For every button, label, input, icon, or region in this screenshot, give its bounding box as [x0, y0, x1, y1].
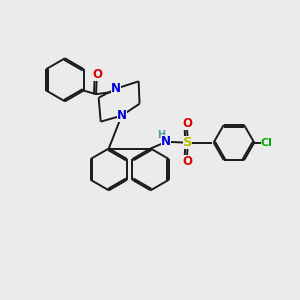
- Text: N: N: [111, 82, 121, 95]
- Text: N: N: [161, 135, 171, 148]
- Text: O: O: [92, 68, 102, 81]
- Text: O: O: [182, 117, 192, 130]
- Text: S: S: [183, 136, 192, 149]
- Text: Cl: Cl: [261, 137, 273, 148]
- Text: H: H: [157, 130, 165, 140]
- Text: N: N: [117, 109, 127, 122]
- Text: O: O: [182, 155, 192, 168]
